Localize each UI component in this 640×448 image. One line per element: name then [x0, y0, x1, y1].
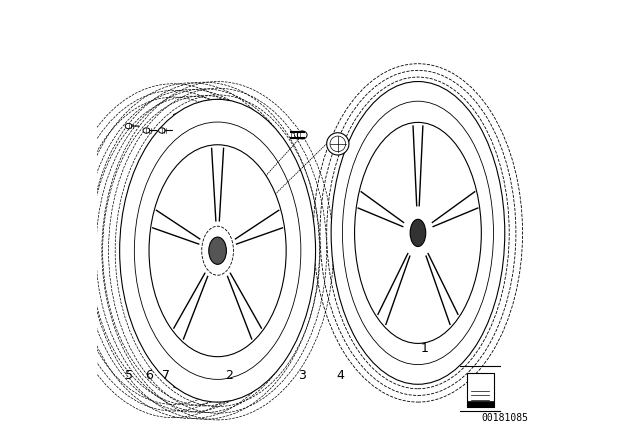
Text: 00181085: 00181085 [481, 413, 528, 422]
Ellipse shape [410, 219, 426, 246]
Ellipse shape [331, 82, 505, 384]
Ellipse shape [298, 131, 307, 139]
Circle shape [326, 133, 349, 155]
Text: 5: 5 [125, 369, 132, 382]
Text: 3: 3 [298, 369, 306, 382]
Text: 4: 4 [336, 369, 344, 382]
Text: 7: 7 [163, 369, 170, 382]
Text: 6: 6 [145, 369, 152, 382]
Ellipse shape [120, 99, 316, 402]
Text: 2: 2 [225, 369, 233, 382]
Polygon shape [467, 401, 493, 406]
Ellipse shape [143, 128, 150, 133]
Ellipse shape [202, 226, 234, 275]
Text: 1: 1 [420, 342, 429, 355]
Ellipse shape [355, 122, 481, 344]
Polygon shape [467, 373, 493, 406]
Ellipse shape [159, 128, 165, 133]
Ellipse shape [149, 145, 286, 357]
Ellipse shape [125, 123, 132, 129]
Ellipse shape [209, 237, 227, 264]
